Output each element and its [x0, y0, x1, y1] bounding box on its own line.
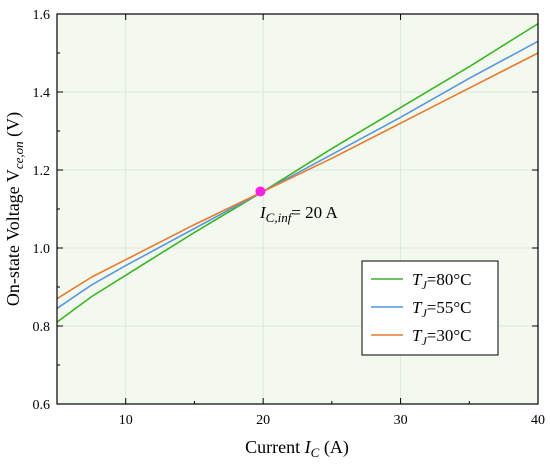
- x-axis-title-sub: C: [311, 445, 320, 460]
- inflection-label-sub: C,inf: [266, 210, 294, 225]
- y-axis-title-prefix: On-state Voltage V: [3, 169, 23, 306]
- legend-label-30c-rest: =30°C: [427, 326, 472, 345]
- axis-tick-labels: 10 20 30 40 0.6 0.8 1.0 1.2 1.4 1.6: [33, 8, 546, 428]
- y-tick-label: 1.2: [33, 164, 51, 179]
- y-tick-label: 1.0: [33, 242, 51, 257]
- inflection-label-var: I: [259, 203, 267, 222]
- axis-ticks: [56, 13, 539, 405]
- legend-label-80c-var: T: [412, 270, 423, 289]
- x-axis-title: Current IC (A): [245, 437, 349, 460]
- y-tick-label: 1.6: [33, 8, 51, 23]
- y-axis-title-sub: ce,on: [11, 141, 26, 169]
- legend-label-80c-sub: J: [421, 278, 427, 292]
- x-tick-label: 40: [531, 413, 545, 428]
- legend-label-55c-rest: =55°C: [427, 298, 472, 317]
- legend-label-55c: TJ=55°C: [412, 298, 472, 320]
- y-tick-label: 0.8: [33, 320, 51, 335]
- x-axis-title-suffix: (A): [319, 437, 349, 458]
- y-axis-title: On-state Voltage Vce,on (V): [3, 112, 26, 306]
- legend-label-30c: TJ=30°C: [412, 326, 472, 348]
- legend: TJ=80°C TJ=55°C TJ=30°C: [361, 260, 499, 356]
- x-axis-title-var: I: [304, 437, 312, 457]
- legend-label-80c: TJ=80°C: [412, 270, 472, 292]
- y-tick-label: 1.4: [33, 86, 51, 101]
- legend-label-30c-sub: J: [421, 334, 427, 348]
- legend-label-55c-var: T: [412, 298, 423, 317]
- x-axis-title-prefix: Current: [245, 437, 304, 457]
- y-tick-label: 0.6: [33, 398, 51, 413]
- legend-label-55c-sub: J: [421, 306, 427, 320]
- x-tick-label: 20: [256, 413, 270, 428]
- inflection-annotation: IC,inf= 20 A: [255, 186, 338, 225]
- legend-label-80c-rest: =80°C: [427, 270, 472, 289]
- x-tick-label: 30: [394, 413, 408, 428]
- y-axis-title-suffix: (V): [3, 112, 24, 142]
- x-tick-label: 10: [119, 413, 133, 428]
- inflection-point-marker: [255, 186, 266, 197]
- legend-label-30c-var: T: [412, 326, 423, 345]
- inflection-label-rest: = 20 A: [291, 203, 338, 222]
- inflection-label: IC,inf= 20 A: [259, 203, 338, 225]
- legend-box: [361, 260, 499, 356]
